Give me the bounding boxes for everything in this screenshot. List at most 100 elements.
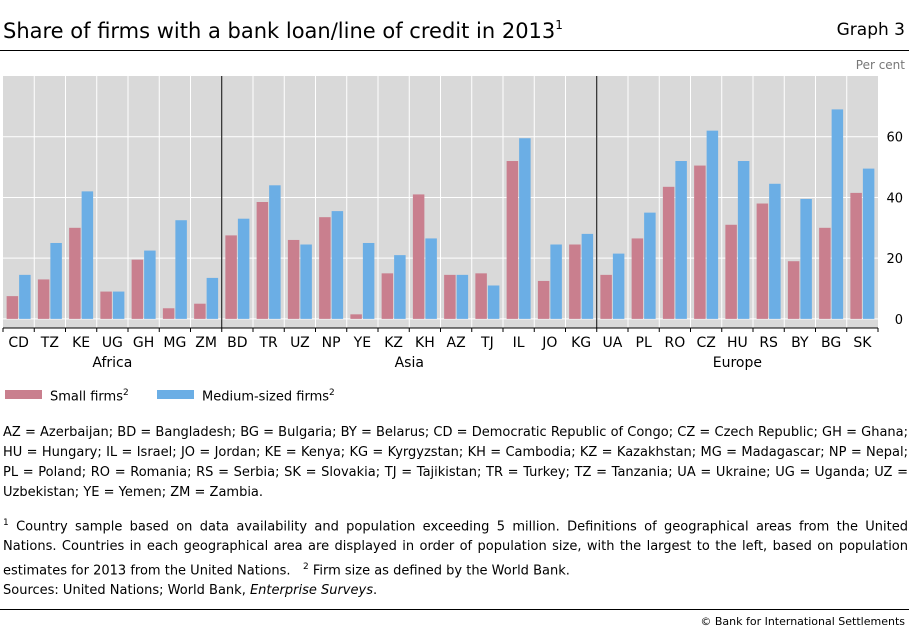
bar-medium-kh [425,238,437,319]
bar-small-by [787,261,800,319]
bar-small-kh [412,194,425,319]
x-tick-label-tj: TJ [480,335,494,351]
x-tick-label-kh: KH [415,335,435,351]
bar-medium-jo [550,244,562,319]
y-tick-label: 20 [886,252,903,267]
bar-medium-mg [175,220,187,319]
bar-small-kg [569,244,581,319]
x-tick-label-mg: MG [163,335,186,351]
legend-label-medium-firms: Medium-sized firms [202,389,330,405]
x-tick-label-ug: UG [102,335,123,351]
x-tick-label-az: AZ [447,335,466,351]
bar-medium-tz [50,242,62,319]
x-tick-label-pl: PL [636,335,652,351]
bar-medium-tj [487,285,500,319]
bar-small-cd [6,296,19,319]
x-tick-label-kg: KG [571,335,591,351]
graph-number: Graph 3 [836,20,905,40]
bar-small-tz [37,279,50,319]
bar-small-cz [694,165,706,319]
bar-medium-bd [237,218,250,319]
bar-medium-ye [362,242,375,319]
bottom-rule [0,609,909,610]
legend-swatch-small-firms [5,390,42,400]
bar-medium-pl [644,212,656,319]
bar-medium-by [800,198,812,319]
bar-chart: 0 20 40 60 CD TZ KE UG GH MG ZM BD TR UZ NP YE KZ KH AZ TJ I… [2,76,903,371]
x-tick-label-cd: CD [8,335,29,351]
bar-medium-cd [19,274,31,319]
bar-medium-bg [831,109,844,319]
note2-marker: 2 [302,562,309,573]
bar-small-np [319,217,331,319]
sources-prefix: Sources: United Nations; World Bank, [3,583,250,598]
x-tick-label-ye: YE [353,335,371,351]
bar-medium-kg [581,233,594,319]
bar-medium-sk [862,168,875,319]
bar-small-bg [819,227,831,319]
x-tick-label-kz: KZ [384,335,403,351]
legend-item-medium-firms: Medium-sized firms2 [157,388,335,404]
bar-medium-ro [675,161,687,319]
x-tick-label-bg: BG [821,335,841,351]
footnotes: 1 Country sample based on data availabil… [3,513,908,582]
legend-note-medium-firms: 2 [329,388,335,398]
y-tick-label: 60 [886,131,903,146]
unit-label: Per cent [855,58,905,72]
y-tick-label: 0 [895,313,903,328]
legend-note-small-firms: 2 [122,388,129,398]
bar-medium-np [331,211,344,319]
bar-medium-gh [144,250,156,319]
bar-medium-zm [206,277,219,319]
bar-medium-ug [112,291,125,319]
copyright: © Bank for International Settlements [700,615,905,628]
x-tick-label-zm: ZM [195,335,217,351]
x-tick-label-tz: TZ [40,335,59,351]
sources-note: Sources: United Nations; World Bank, Ent… [3,583,377,598]
x-tick-label-ke: KE [72,335,90,351]
bar-small-bd [225,235,237,319]
bar-medium-ua [612,253,625,319]
x-tick-label-cz: CZ [696,335,715,351]
bar-medium-rs [769,183,781,319]
note1-text: Country sample based on data availabilit… [3,519,908,579]
top-rule [0,50,909,51]
x-tick-label-sk: SK [853,335,872,351]
bar-medium-tr [269,185,281,319]
x-tick-label-by: BY [791,335,809,351]
bar-medium-hu [737,161,750,319]
x-tick-label-bd: BD [227,335,247,351]
chart-header: Share of firms with a bank loan/line of … [0,0,909,50]
bar-small-kz [381,273,394,319]
x-tick-label-rs: RS [759,335,778,351]
x-tick-label-np: NP [322,335,341,351]
abbreviations-note: AZ = Azerbaijan; BD = Bangladesh; BG = B… [3,425,908,500]
legend-item-small-firms: Small firms2 [5,388,129,404]
bar-small-uz [287,239,300,319]
bar-small-ye [350,314,362,319]
x-tick-label-uz: UZ [290,335,310,351]
bar-small-ro [662,186,675,319]
bar-small-sk [850,192,862,319]
sources-italic: Enterprise Surveys [249,583,373,598]
title-footnote-marker: 1 [555,18,563,32]
y-tick-label: 40 [886,191,903,206]
legend-label-small-firms: Small firms [50,389,123,405]
bar-small-hu [725,224,737,319]
bar-small-gh [131,259,144,319]
x-tick-label-hu: HU [727,335,748,351]
bar-small-il [506,161,519,319]
bar-small-rs [756,203,769,319]
group-label-europe: Europe [713,355,762,371]
legend-swatch-medium-firms [157,390,194,400]
x-tick-label-ro: RO [665,335,686,351]
x-tick-label-jo: JO [541,335,557,351]
x-tick-label-ua: UA [602,335,622,351]
x-tick-label-il: IL [513,335,525,351]
bar-small-tr [256,202,269,319]
bar-small-pl [631,238,644,319]
note2-text: Firm size as defined by the World Bank. [312,563,570,579]
bar-small-ua [600,274,612,319]
chart-title-text: Share of firms with a bank loan/line of … [3,19,556,43]
bar-small-jo [537,280,550,319]
